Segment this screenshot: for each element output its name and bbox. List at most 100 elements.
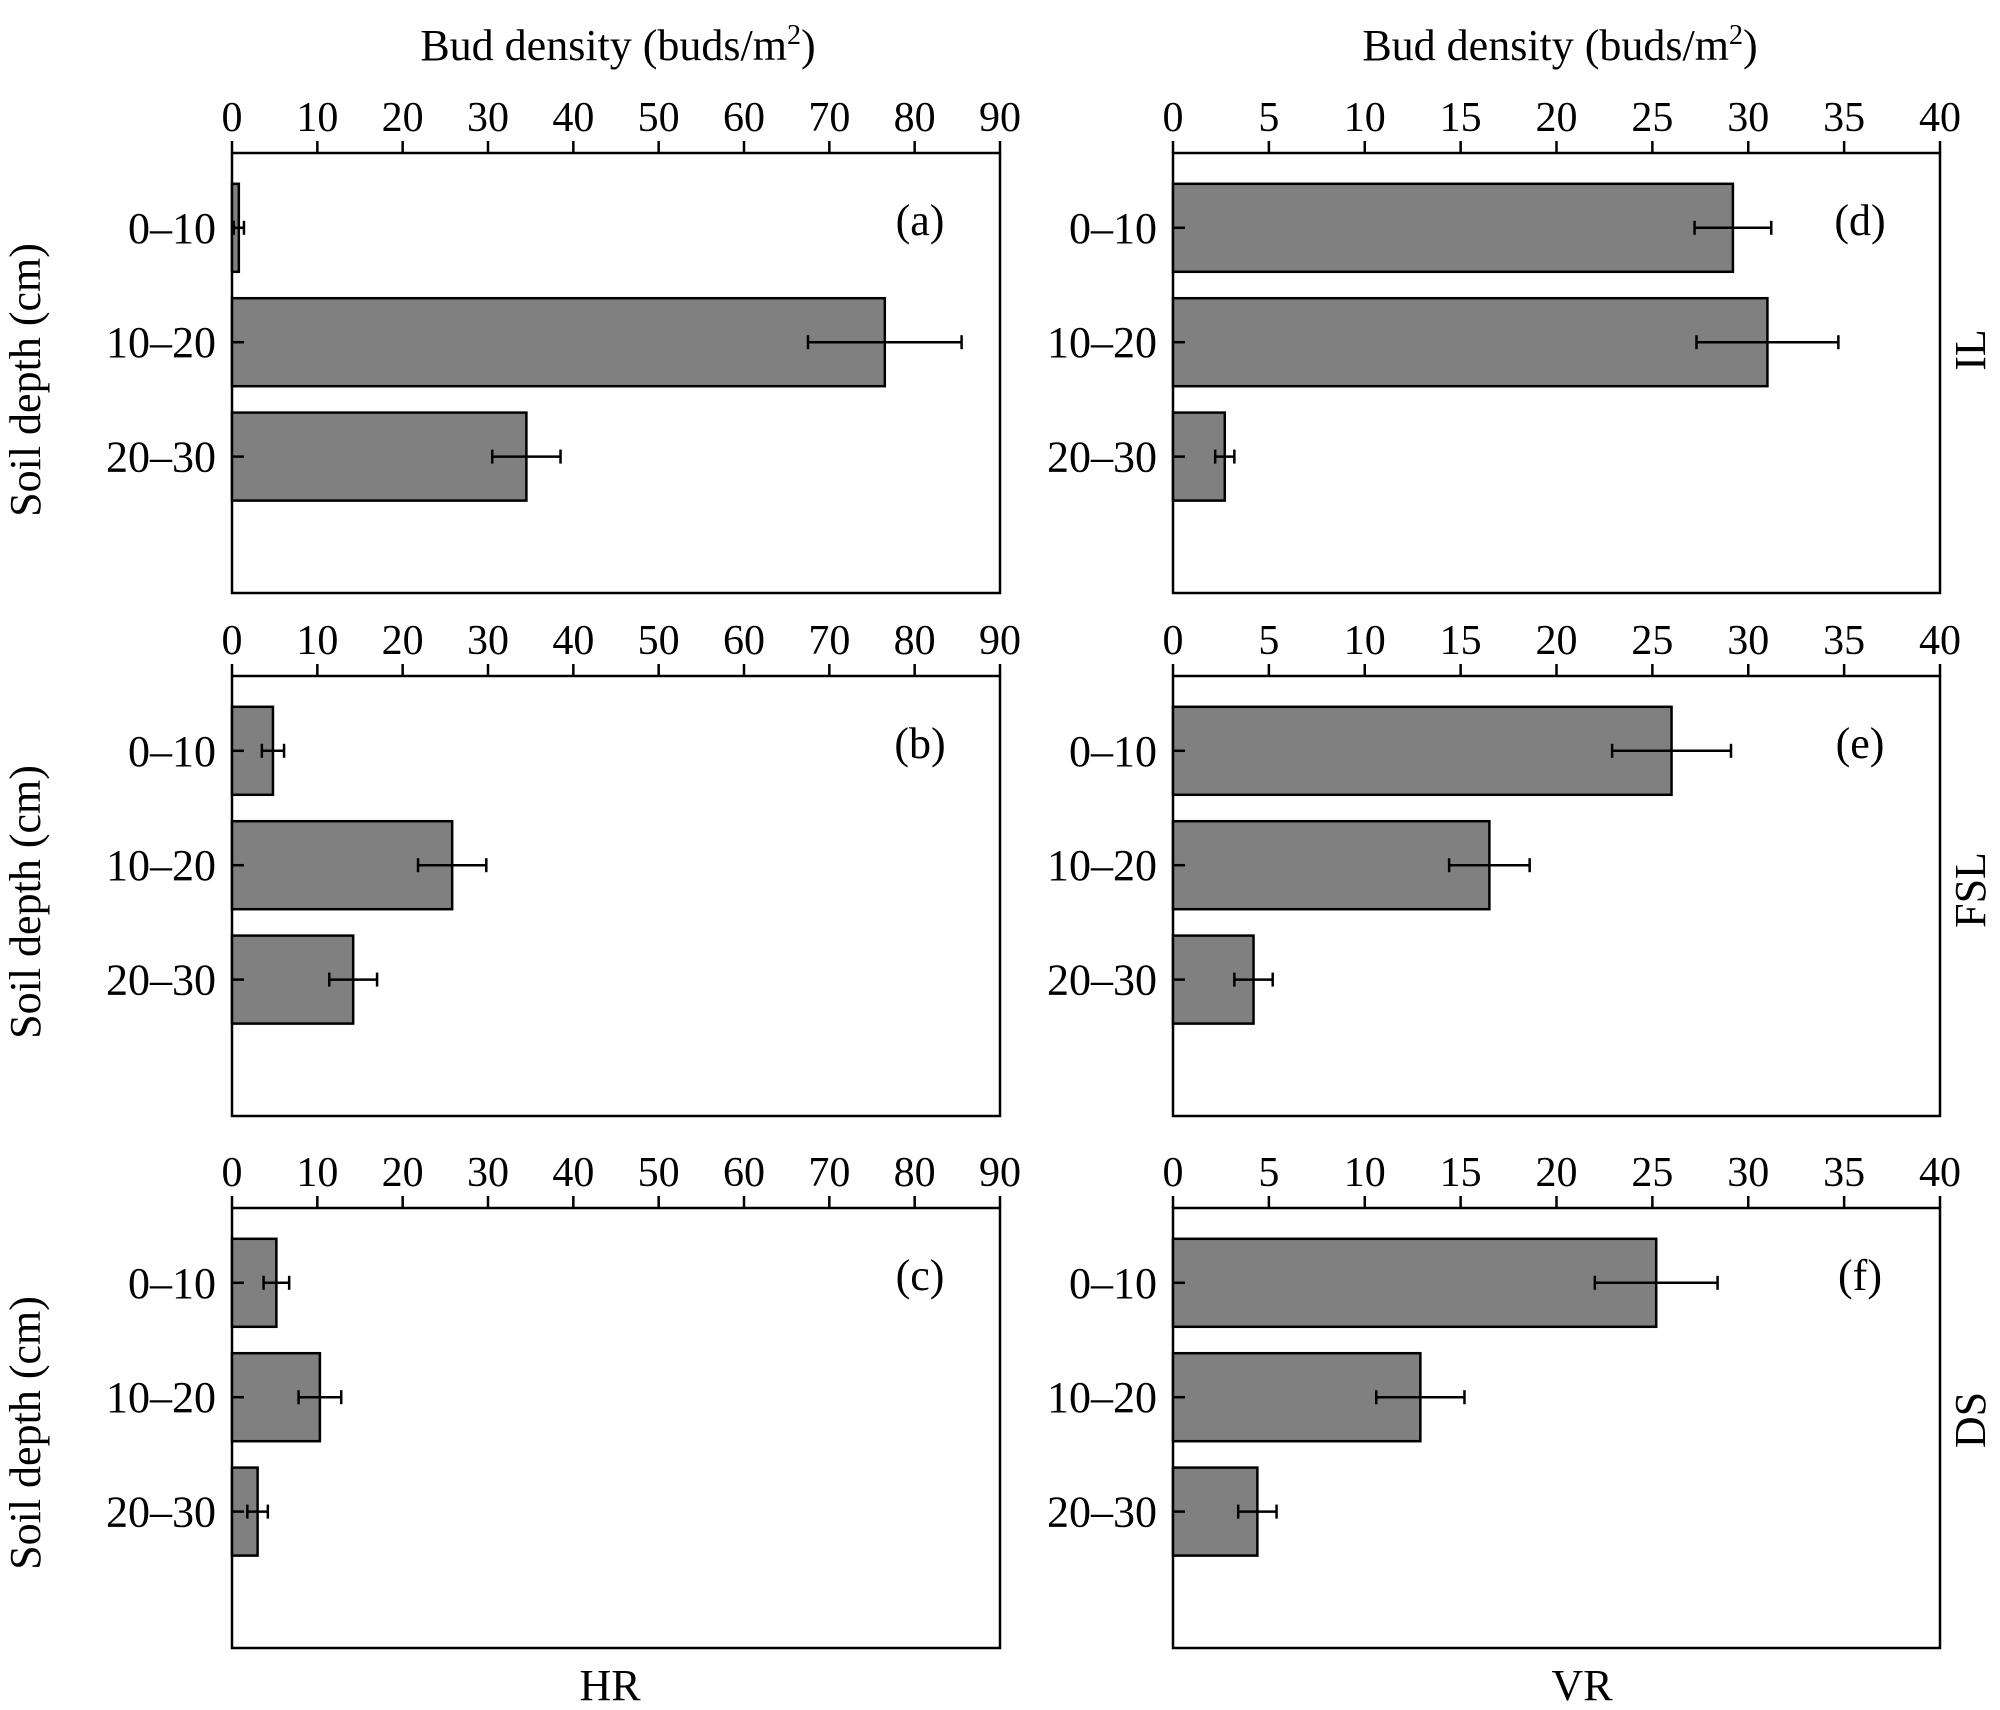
x-tick-label: 70 [808, 95, 850, 141]
x-tick-label: 0 [1163, 618, 1184, 664]
y-tick-label: 20–30 [1047, 956, 1157, 1005]
x-tick-label: 10 [1344, 95, 1386, 141]
bar-d-0 [1171, 182, 1735, 274]
bar-a-2 [230, 411, 528, 502]
panel-c: 0 10 20 30 40 50 60 70 80 90 0–10 10–20 20–30 (c) [106, 1150, 1021, 1650]
x-tick-label: 5 [1258, 1150, 1279, 1196]
y-tick-label: 10–20 [1047, 841, 1157, 890]
x-tick-label: 0 [222, 618, 243, 664]
bar-f-0 [1171, 1237, 1658, 1329]
x-tick-label: 50 [638, 618, 680, 664]
x-tick-label: 20 [1536, 618, 1578, 664]
x-tick-label: 90 [979, 1150, 1021, 1196]
x-tick-label: 20 [382, 618, 424, 664]
x-tick-label: 40 [1919, 1150, 1961, 1196]
panel-e: 0 5 10 15 20 25 30 35 40 0–10 10–20 20–30 (e) [1047, 618, 1961, 1118]
bar-a-1 [230, 296, 887, 388]
bar-b-1 [230, 819, 454, 911]
y-tick-label: 0–10 [1069, 204, 1157, 253]
y-tick-label: 10–20 [1047, 318, 1157, 367]
row-label-fsl: FSL [1946, 852, 1995, 928]
x-tick-label: 25 [1631, 618, 1673, 664]
plot-frame [230, 1206, 1002, 1650]
x-tick-label: 40 [1919, 618, 1961, 664]
x-tick-label: 10 [296, 1150, 338, 1196]
x-tick-label: 0 [222, 1150, 243, 1196]
x-tick-label: 30 [1727, 618, 1769, 664]
y-axis-title-row-2: Soil depth (cm) [1, 765, 50, 1039]
x-tick-label: 10 [1344, 618, 1386, 664]
x-tick-label: 0 [1163, 1150, 1184, 1196]
row-label-il: IL [1946, 329, 1995, 371]
x-tick-label: 40 [552, 95, 594, 141]
y-tick-label: 20–30 [106, 956, 216, 1005]
x-tick-label: 25 [1631, 1150, 1673, 1196]
x-tick-label: 40 [552, 618, 594, 664]
x-tick-label: 30 [467, 95, 509, 141]
bar-e-0 [1171, 705, 1673, 797]
y-tick-label: 0–10 [128, 1259, 216, 1308]
x-tick-label: 90 [979, 95, 1021, 141]
x-tick-label: 30 [467, 1150, 509, 1196]
panel-letter: (a) [896, 196, 945, 245]
x-tick-label: 15 [1440, 95, 1482, 141]
y-tick-label: 10–20 [1047, 1373, 1157, 1422]
panel-letter: (c) [896, 1251, 945, 1300]
y-tick-label: 10–20 [106, 318, 216, 367]
panel-b: 0 10 20 30 40 50 60 70 80 90 0–10 10–20 20–30 (b) [106, 618, 1021, 1118]
x-tick-label: 20 [1536, 95, 1578, 141]
y-axis-title-row-1: Soil depth (cm) [1, 243, 50, 517]
x-tick-label: 30 [467, 618, 509, 664]
column-label-hr: HR [579, 1661, 641, 1710]
row-label-ds: DS [1946, 1392, 1995, 1448]
top-axis-title-hr: Bud density (buds/m2) [420, 20, 815, 70]
x-tick-label: 10 [296, 95, 338, 141]
x-tick-label: 15 [1440, 1150, 1482, 1196]
x-tick-label: 20 [1536, 1150, 1578, 1196]
y-tick-label: 10–20 [106, 841, 216, 890]
y-tick-label: 0–10 [1069, 727, 1157, 776]
y-axis-title-row-3: Soil depth (cm) [1, 1296, 50, 1570]
y-tick-label: 20–30 [1047, 1488, 1157, 1537]
panel-letter: (f) [1838, 1251, 1882, 1300]
x-tick-label: 60 [723, 618, 765, 664]
x-tick-label: 35 [1823, 618, 1865, 664]
panel-d: 0 5 10 15 20 25 30 35 40 0–10 10–20 20–30 (d) [1047, 95, 1961, 595]
x-tick-label: 10 [1344, 1150, 1386, 1196]
x-tick-label: 5 [1258, 618, 1279, 664]
column-label-vr: VR [1551, 1661, 1613, 1710]
x-tick-label: 10 [296, 618, 338, 664]
y-tick-label: 10–20 [106, 1373, 216, 1422]
x-tick-label: 40 [552, 1150, 594, 1196]
x-tick-label: 60 [723, 95, 765, 141]
y-tick-label: 20–30 [1047, 433, 1157, 482]
x-tick-label: 35 [1823, 95, 1865, 141]
x-tick-label: 0 [1163, 95, 1184, 141]
x-tick-label: 60 [723, 1150, 765, 1196]
panel-letter: (e) [1836, 719, 1885, 768]
y-tick-label: 0–10 [1069, 1259, 1157, 1308]
x-tick-label: 5 [1258, 95, 1279, 141]
x-tick-label: 90 [979, 618, 1021, 664]
y-tick-label: 0–10 [128, 727, 216, 776]
y-tick-label: 20–30 [106, 1488, 216, 1537]
x-tick-label: 70 [808, 1150, 850, 1196]
panel-letter: (d) [1834, 196, 1885, 245]
bar-e-1 [1171, 819, 1491, 911]
panel-letter: (b) [894, 719, 945, 768]
x-tick-label: 50 [638, 95, 680, 141]
x-tick-label: 80 [894, 618, 936, 664]
x-tick-label: 80 [894, 95, 936, 141]
x-tick-label: 20 [382, 95, 424, 141]
x-tick-label: 0 [222, 95, 243, 141]
x-tick-label: 30 [1727, 1150, 1769, 1196]
top-axis-title-vr: Bud density (buds/m2) [1362, 20, 1757, 70]
x-tick-label: 80 [894, 1150, 936, 1196]
x-tick-label: 35 [1823, 1150, 1865, 1196]
panel-f: 0 5 10 15 20 25 30 35 40 0–10 10–20 20–30 (f) [1047, 1150, 1961, 1650]
y-tick-label: 0–10 [128, 204, 216, 253]
x-tick-label: 50 [638, 1150, 680, 1196]
y-tick-label: 20–30 [106, 433, 216, 482]
